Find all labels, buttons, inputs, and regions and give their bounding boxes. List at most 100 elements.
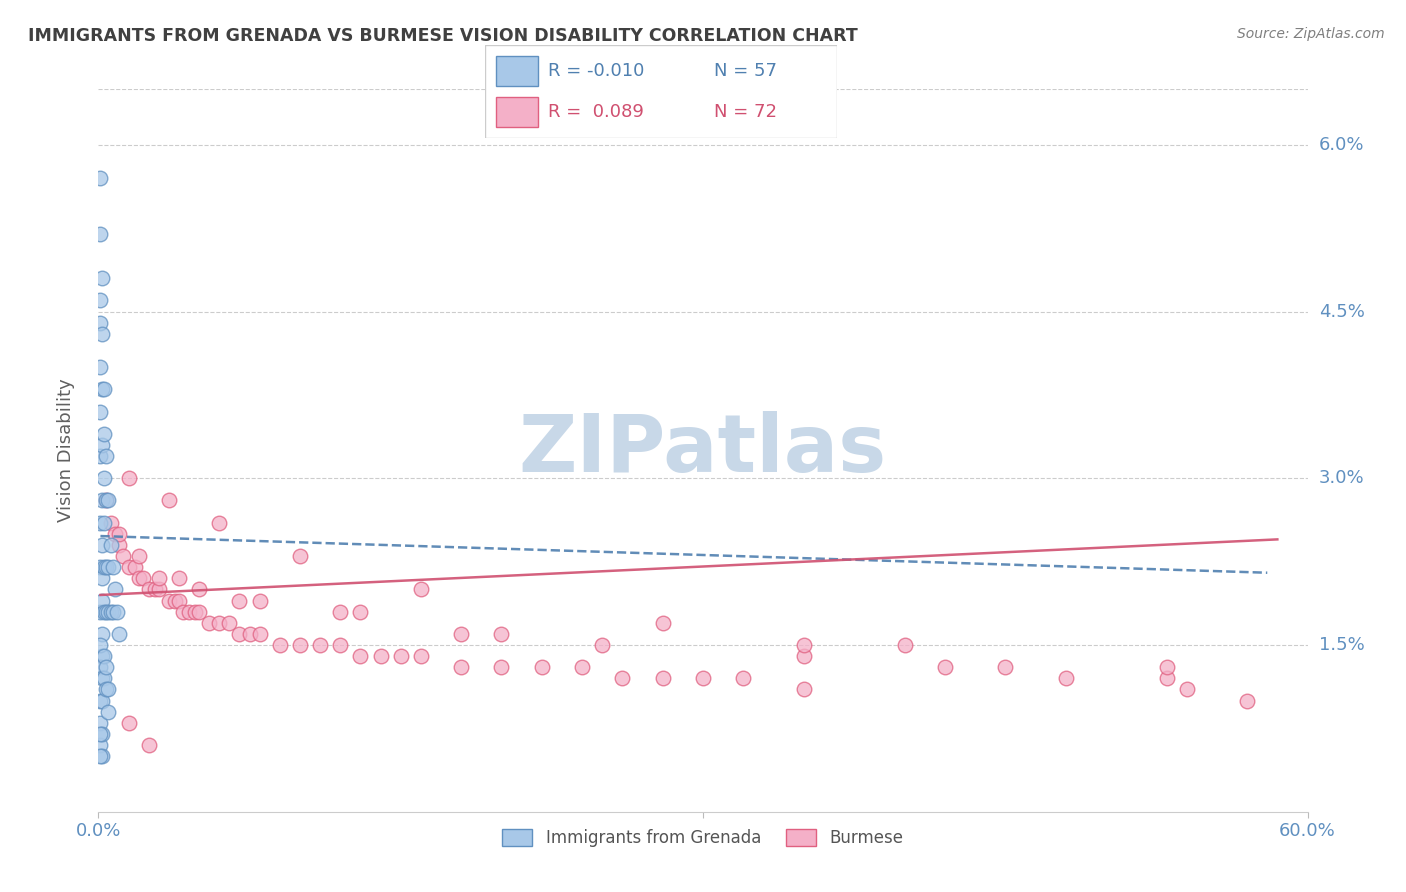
Point <box>96 660 118 674</box>
Point <box>198 615 221 630</box>
Point <box>128 571 150 585</box>
Point <box>132 571 155 585</box>
Point <box>93 382 115 396</box>
Point <box>100 516 122 530</box>
Point <box>1175 682 1198 697</box>
Point <box>793 682 815 697</box>
Point <box>89 715 111 730</box>
Point <box>651 671 673 685</box>
Point <box>89 293 111 308</box>
Point <box>188 582 211 597</box>
Point <box>349 649 371 664</box>
Point <box>163 593 186 607</box>
Point <box>157 593 180 607</box>
Point <box>208 615 231 630</box>
Point <box>184 605 207 619</box>
FancyBboxPatch shape <box>495 56 537 86</box>
Point <box>370 649 392 664</box>
Point <box>93 605 115 619</box>
Point <box>89 605 111 619</box>
Point <box>124 560 146 574</box>
Point <box>91 538 114 552</box>
Point <box>148 582 170 597</box>
Point <box>409 582 432 597</box>
Point <box>93 560 115 574</box>
Text: 4.5%: 4.5% <box>1319 302 1365 320</box>
Point <box>167 593 190 607</box>
Point <box>91 571 114 585</box>
Point <box>1054 671 1077 685</box>
Text: ZIPatlas: ZIPatlas <box>519 411 887 490</box>
Point <box>409 649 432 664</box>
Point <box>89 316 111 330</box>
Y-axis label: Vision Disability: Vision Disability <box>56 378 75 523</box>
Point <box>89 404 111 418</box>
Point <box>107 538 129 552</box>
Text: Source: ZipAtlas.com: Source: ZipAtlas.com <box>1237 27 1385 41</box>
Point <box>89 227 111 241</box>
Point <box>118 715 141 730</box>
Point <box>96 605 118 619</box>
Point <box>793 649 815 664</box>
Point <box>994 660 1017 674</box>
Point <box>612 671 634 685</box>
Point <box>1156 671 1178 685</box>
Point <box>96 449 118 463</box>
Point <box>96 560 118 574</box>
FancyBboxPatch shape <box>485 45 837 138</box>
Point <box>349 605 371 619</box>
Point <box>89 638 111 652</box>
Point <box>89 693 111 707</box>
Point <box>100 605 122 619</box>
Point <box>111 549 134 563</box>
Point <box>450 627 472 641</box>
Point <box>91 749 114 764</box>
Point <box>103 582 125 597</box>
Point <box>228 593 250 607</box>
Point <box>530 660 553 674</box>
Point <box>91 271 114 285</box>
Point <box>97 493 120 508</box>
Point <box>89 738 111 752</box>
Point <box>269 638 291 652</box>
Point <box>96 493 118 508</box>
Point <box>148 571 170 585</box>
Point <box>96 682 118 697</box>
Point <box>91 493 114 508</box>
Point <box>172 605 194 619</box>
Point <box>118 471 141 485</box>
Point <box>934 660 956 674</box>
Point <box>329 638 352 652</box>
Point <box>91 438 114 452</box>
Point <box>118 560 141 574</box>
Point <box>91 593 114 607</box>
Point <box>97 682 120 697</box>
Legend: Immigrants from Grenada, Burmese: Immigrants from Grenada, Burmese <box>496 822 910 854</box>
Point <box>101 560 124 574</box>
Point <box>89 360 111 375</box>
Point <box>89 660 111 674</box>
Point <box>101 605 124 619</box>
Point <box>179 605 201 619</box>
Point <box>228 627 250 641</box>
Point <box>89 171 111 186</box>
Point <box>89 516 111 530</box>
Point <box>491 627 513 641</box>
Point <box>157 493 180 508</box>
Point <box>97 605 120 619</box>
Point <box>329 605 352 619</box>
Text: N = 72: N = 72 <box>713 103 776 121</box>
Point <box>89 749 111 764</box>
Point <box>571 660 593 674</box>
FancyBboxPatch shape <box>495 97 537 127</box>
Point <box>167 571 190 585</box>
Text: IMMIGRANTS FROM GRENADA VS BURMESE VISION DISABILITY CORRELATION CHART: IMMIGRANTS FROM GRENADA VS BURMESE VISIO… <box>28 27 858 45</box>
Point <box>188 605 211 619</box>
Point <box>733 671 755 685</box>
Point <box>93 471 115 485</box>
Point <box>218 615 240 630</box>
Point <box>93 426 115 441</box>
Point <box>89 449 111 463</box>
Point <box>93 649 115 664</box>
Point <box>893 638 915 652</box>
